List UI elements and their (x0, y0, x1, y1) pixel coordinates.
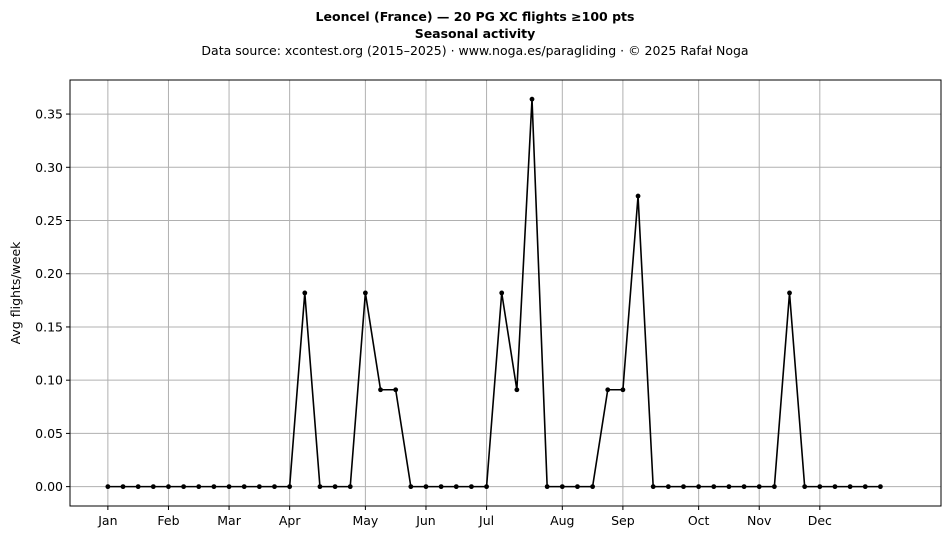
x-tick-label: Feb (157, 513, 179, 528)
x-tick-label: Apr (279, 513, 301, 528)
data-point (150, 484, 156, 490)
data-point (559, 484, 565, 490)
chart-title: Leoncel (France) — 20 PG XC flights ≥100… (315, 9, 635, 24)
data-point (756, 484, 762, 490)
data-point (650, 484, 656, 490)
data-point (438, 484, 444, 490)
data-point (590, 484, 595, 490)
data-point (544, 484, 550, 490)
data-point (378, 387, 383, 393)
data-point (408, 484, 414, 490)
y-tick-label: 0.15 (35, 319, 63, 334)
data-point (514, 387, 520, 393)
y-tick-label: 0.30 (35, 160, 63, 175)
data-point (196, 484, 202, 490)
y-axis-label: Avg flights/week (8, 241, 23, 345)
data-point (211, 484, 217, 490)
data-point (862, 484, 868, 490)
data-point (423, 484, 429, 490)
x-tick-label: Jun (415, 513, 436, 528)
x-tick-label: May (352, 513, 378, 528)
data-point (453, 484, 459, 490)
data-point (287, 484, 293, 490)
data-point (832, 484, 838, 490)
data-point (741, 484, 747, 490)
y-tick-label: 0.35 (35, 107, 63, 122)
data-point (469, 484, 474, 490)
data-line (107, 98, 881, 488)
data-point (181, 484, 187, 490)
y-tick-label: 0.10 (35, 373, 63, 388)
data-point (393, 387, 399, 393)
data-point (484, 484, 489, 490)
data-point (726, 484, 732, 490)
y-tick-label: 0.00 (35, 479, 63, 494)
x-tick-label: Jul (478, 513, 494, 528)
data-point (272, 484, 277, 490)
data-point (105, 484, 111, 490)
data-point (499, 290, 505, 296)
data-point (317, 484, 323, 490)
data-point (362, 290, 368, 296)
data-point (847, 484, 853, 490)
series-line (105, 96, 883, 490)
data-point (771, 484, 777, 490)
x-tick-label: Aug (550, 513, 574, 528)
y-tick-label: 0.05 (35, 426, 63, 441)
data-point (878, 484, 883, 490)
grid-lines (70, 80, 941, 506)
data-point (696, 484, 702, 490)
chart-titles: Leoncel (France) — 20 PG XC flights ≥100… (0, 8, 950, 59)
x-tick-label: Oct (688, 513, 710, 528)
data-point (605, 387, 611, 393)
x-tick-label: Mar (217, 513, 241, 528)
data-point (817, 484, 823, 490)
data-point (620, 387, 626, 393)
x-tick-label: Dec (808, 513, 832, 528)
data-point (575, 484, 580, 490)
data-point (166, 484, 171, 490)
x-tick-label: Jan (97, 513, 117, 528)
data-point (711, 484, 717, 490)
data-source-line: Data source: xcontest.org (2015–2025) · … (201, 43, 749, 58)
data-point (635, 193, 641, 199)
y-tick-label: 0.20 (35, 266, 63, 281)
data-point (226, 484, 232, 490)
chart-subtitle: Seasonal activity (414, 26, 536, 41)
data-point (120, 484, 126, 490)
y-tick-label: 0.25 (35, 213, 63, 228)
x-tick-label: Sep (611, 513, 635, 528)
data-point (241, 484, 247, 490)
data-point (256, 484, 262, 490)
axis-ticks: Jan Feb Mar Apr May Jun Jul Aug Sep Oct Nov Dec 0.00… (35, 107, 832, 528)
x-tick-label: Nov (747, 513, 772, 528)
data-point (681, 484, 686, 490)
data-point (135, 484, 141, 490)
data-point (529, 96, 535, 102)
data-point (347, 484, 353, 490)
data-point (332, 484, 338, 490)
data-point (802, 484, 808, 490)
data-point (787, 290, 792, 296)
plot-frame (69, 79, 942, 507)
data-point (665, 484, 671, 490)
data-point (302, 290, 308, 296)
